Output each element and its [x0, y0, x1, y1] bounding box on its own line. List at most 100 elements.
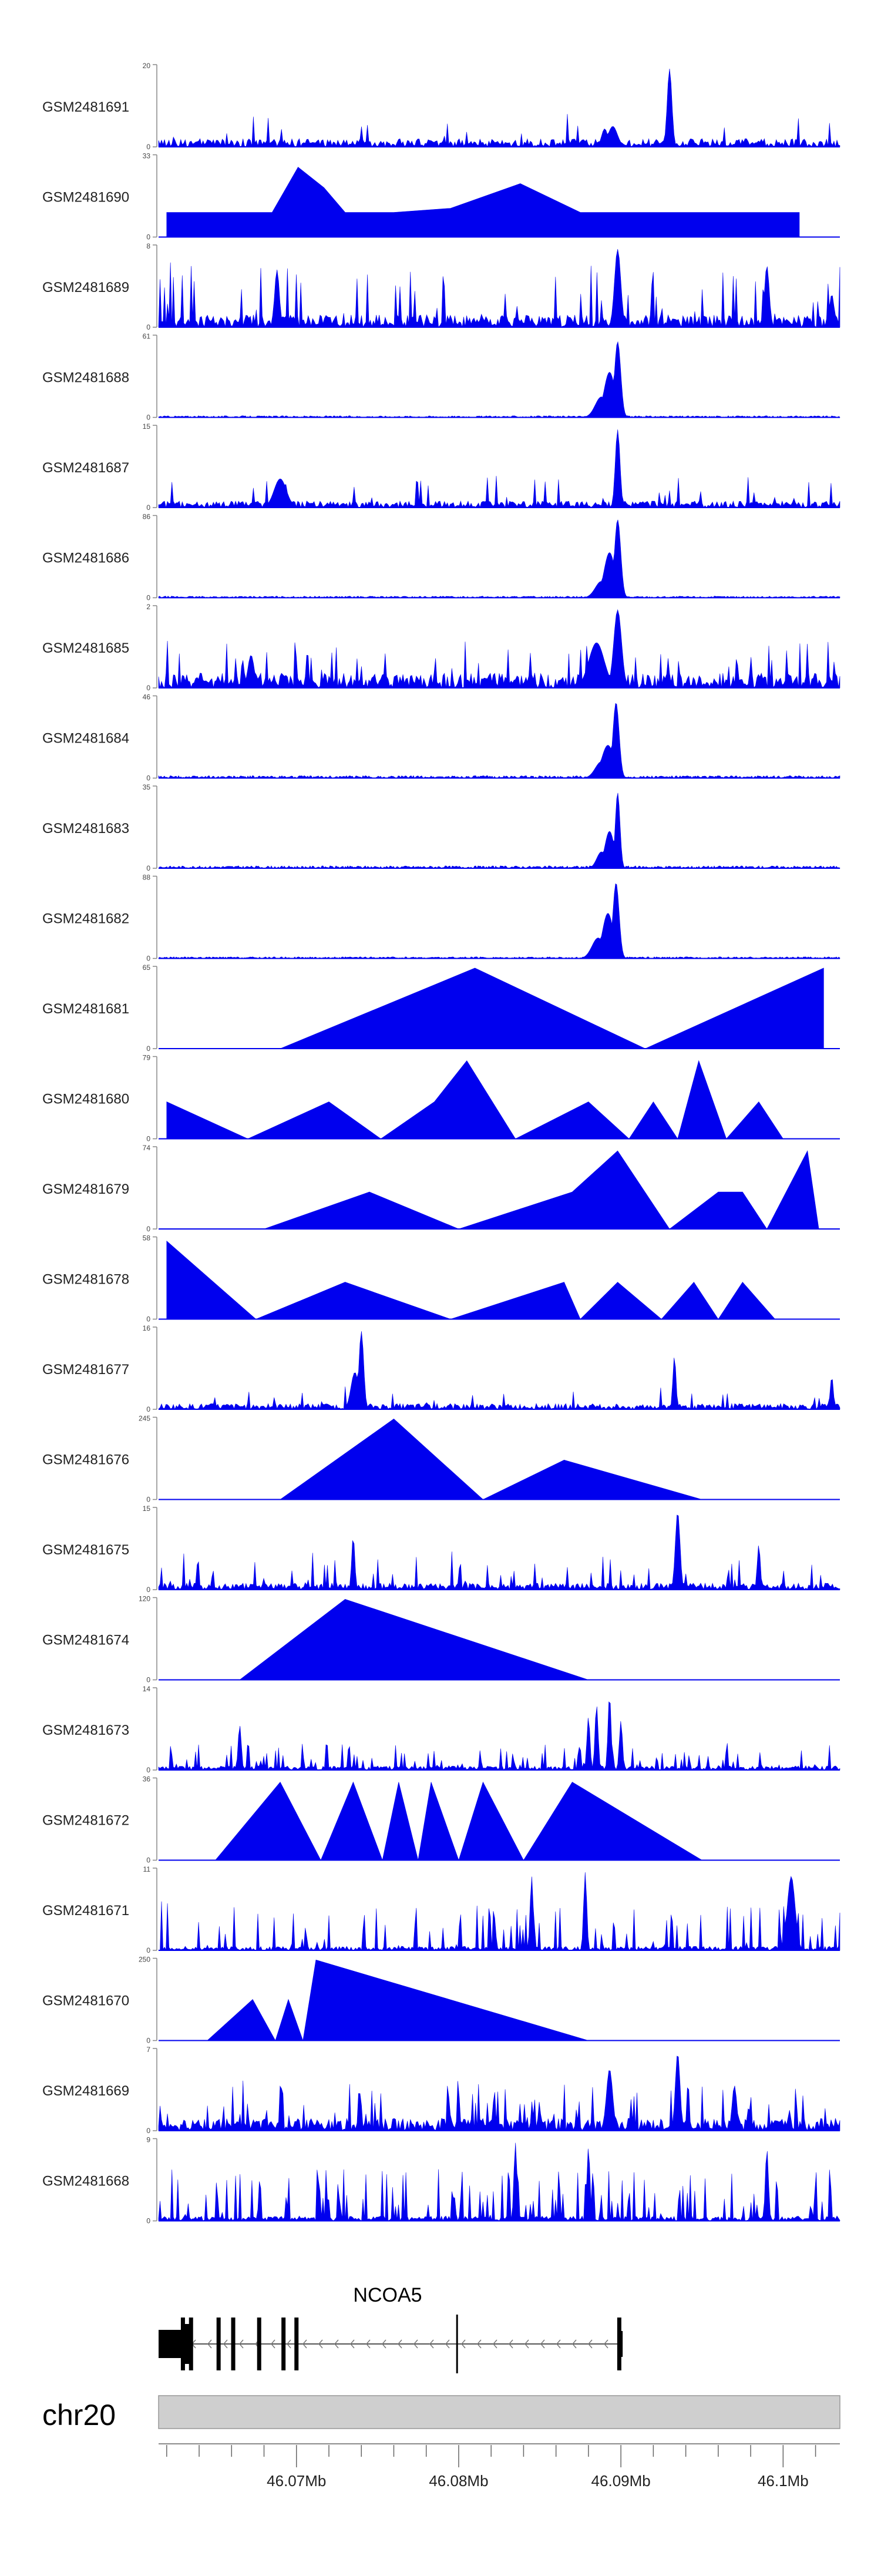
y-axis-max-label: 33	[143, 152, 151, 160]
strand-arrow	[287, 2339, 291, 2349]
track-label: GSM2481671	[42, 1903, 129, 1919]
coverage-signal	[158, 341, 840, 418]
track-gsm2481684: GSM2481684 46 0	[42, 693, 840, 782]
strand-arrow	[445, 2339, 450, 2349]
coverage-signal	[158, 609, 840, 688]
y-axis-max-label: 61	[143, 333, 151, 341]
y-axis-max-label: 20	[143, 62, 151, 70]
track-label: GSM2481683	[42, 821, 129, 837]
track-label: GSM2481678	[42, 1272, 129, 1288]
strand-arrow	[334, 2339, 339, 2349]
coverage-signal	[158, 883, 840, 959]
track-label: GSM2481690	[42, 190, 129, 206]
track-label: GSM2481684	[42, 731, 129, 747]
strand-arrow	[413, 2339, 418, 2349]
gene-exon	[189, 2318, 193, 2370]
strand-arrow	[556, 2339, 561, 2349]
axis-tick-label: 46.07Mb	[267, 2472, 326, 2490]
axis-tick-label: 46.1Mb	[758, 2472, 809, 2490]
y-axis-min-label: 0	[146, 1315, 150, 1324]
gene-exon	[180, 2318, 185, 2370]
strand-arrow	[429, 2339, 434, 2349]
coverage-signal	[158, 519, 840, 598]
y-axis-max-label: 8	[146, 242, 150, 250]
track-label: GSM2481691	[42, 99, 129, 115]
strand-arrow	[477, 2339, 482, 2349]
track-gsm2481676: GSM2481676 245 0	[42, 1415, 840, 1504]
coverage-signal	[166, 167, 800, 237]
strand-arrow	[350, 2339, 355, 2349]
track-gsm2481673: GSM2481673 14 0	[42, 1685, 840, 1774]
track-label: GSM2481677	[42, 1362, 129, 1378]
coverage-signal	[280, 968, 824, 1049]
y-axis-min-label: 0	[146, 1405, 150, 1413]
track-gsm2481672: GSM2481672 36 0	[42, 1775, 840, 1865]
track-gsm2481682: GSM2481682 88 0	[42, 874, 840, 963]
strand-arrow	[461, 2339, 466, 2349]
strand-arrow	[302, 2339, 307, 2349]
y-axis-max-label: 14	[143, 1685, 151, 1693]
strand-arrow	[382, 2339, 386, 2349]
coverage-signal	[158, 2142, 840, 2222]
y-axis-max-label: 250	[139, 1956, 150, 1964]
y-axis-min-label: 0	[146, 323, 150, 331]
y-axis-min-label: 0	[146, 233, 150, 241]
coverage-signal	[280, 1418, 702, 1500]
tracks-layer: GSM2481691200GSM2481690330GSM248168980GS…	[42, 62, 840, 2225]
y-axis-min-label: 0	[146, 2037, 150, 2045]
track-gsm2481680: GSM2481680 79 0	[42, 1054, 840, 1143]
gene-exon	[456, 2315, 458, 2373]
track-label: GSM2481682	[42, 911, 129, 927]
gene-exon	[257, 2318, 261, 2370]
y-axis-min-label: 0	[146, 1856, 150, 1865]
track-label: GSM2481679	[42, 1181, 129, 1197]
coverage-signal	[207, 1959, 589, 2041]
y-axis-max-label: 86	[143, 513, 151, 521]
gene-exon	[619, 2331, 623, 2357]
coverage-signal	[158, 1872, 840, 1951]
track-gsm2481688: GSM2481688 61 0	[42, 333, 840, 422]
axis-tick-label: 46.08Mb	[429, 2472, 488, 2490]
chromosome-label: chr20	[42, 2399, 116, 2431]
y-axis-min-label: 0	[146, 1586, 150, 1594]
y-axis-max-label: 65	[143, 963, 151, 972]
track-label: GSM2481688	[42, 370, 129, 386]
y-axis-max-label: 46	[143, 693, 151, 701]
coverage-signal	[158, 68, 840, 147]
track-gsm2481689: GSM2481689 8 0	[42, 242, 840, 331]
gene-label: NCOA5	[353, 2284, 422, 2306]
track-label: GSM2481689	[42, 280, 129, 295]
y-axis-max-label: 35	[143, 783, 151, 791]
track-gsm2481686: GSM2481686 86 0	[42, 513, 840, 602]
track-label: GSM2481681	[42, 1001, 129, 1017]
y-axis-max-label: 2	[146, 603, 150, 611]
track-gsm2481668: GSM2481668 9 0	[42, 2136, 840, 2225]
coverage-signal	[166, 1060, 784, 1140]
axis-tick-label: 46.09Mb	[591, 2472, 651, 2490]
track-gsm2481691: GSM2481691 20 0	[42, 62, 840, 151]
track-label: GSM2481672	[42, 1813, 129, 1829]
y-axis-max-label: 36	[143, 1775, 151, 1784]
coverage-signal	[158, 1514, 840, 1590]
track-gsm2481685: GSM2481685 2 0	[42, 603, 840, 692]
y-axis-max-label: 88	[143, 874, 151, 882]
strand-arrow	[524, 2339, 529, 2349]
track-label: GSM2481674	[42, 1633, 129, 1648]
track-gsm2481679: GSM2481679 74 0	[42, 1144, 840, 1233]
coverage-signal	[158, 1701, 840, 1771]
strand-arrow	[588, 2339, 593, 2349]
track-label: GSM2481687	[42, 460, 129, 476]
y-axis-max-label: 9	[146, 2136, 150, 2144]
y-axis-min-label: 0	[146, 414, 150, 422]
y-axis-max-label: 16	[143, 1324, 151, 1332]
y-axis-min-label: 0	[146, 2217, 150, 2225]
y-axis-min-label: 0	[146, 503, 150, 512]
y-axis-min-label: 0	[146, 1946, 150, 1954]
track-gsm2481670: GSM2481670 250 0	[42, 1956, 840, 2045]
track-label: GSM2481668	[42, 2174, 129, 2189]
coverage-signal	[158, 792, 840, 869]
genomic-axis: 46.07Mb 46.08Mb 46.09Mb 46.1Mb	[159, 2443, 840, 2490]
track-gsm2481690: GSM2481690 33 0	[42, 152, 840, 241]
y-axis-max-label: 15	[143, 422, 151, 431]
